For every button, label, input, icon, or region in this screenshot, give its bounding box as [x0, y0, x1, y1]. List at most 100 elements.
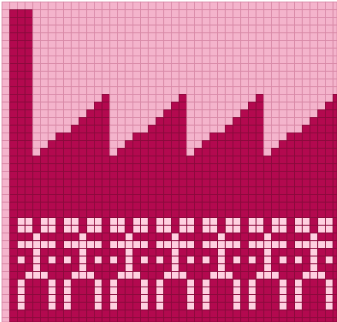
- dark-cell: [78, 147, 88, 157]
- dark-cell: [247, 124, 257, 134]
- figure-cell: [232, 301, 242, 311]
- dark-cell: [55, 294, 65, 303]
- dark-cell: [194, 286, 203, 295]
- light-cell: [70, 24, 80, 34]
- dark-cell: [117, 255, 126, 265]
- light-cell: [186, 101, 195, 111]
- light-cell: [86, 55, 95, 65]
- light-cell: [278, 63, 288, 72]
- light-cell: [94, 40, 103, 49]
- dark-cell: [301, 132, 311, 141]
- dark-cell: [24, 140, 34, 149]
- dark-cell: [301, 278, 311, 288]
- dark-cell: [232, 247, 242, 257]
- light-cell: [263, 55, 272, 65]
- light-cell: [1, 9, 11, 18]
- dark-cell: [163, 186, 172, 195]
- dark-cell: [170, 224, 180, 234]
- dark-cell: [155, 263, 165, 272]
- light-cell: [186, 70, 195, 80]
- dark-cell: [117, 301, 126, 311]
- dark-cell: [240, 271, 249, 280]
- light-cell: [117, 94, 126, 103]
- light-cell: [255, 32, 265, 41]
- dark-cell: [147, 224, 157, 234]
- figure-cell: [201, 217, 211, 226]
- dark-cell: [86, 301, 95, 311]
- dark-cell: [78, 140, 88, 149]
- dark-cell: [294, 309, 303, 319]
- dark-cell: [9, 86, 18, 95]
- light-cell: [217, 16, 226, 26]
- dark-cell: [117, 201, 126, 211]
- dark-cell: [240, 301, 249, 311]
- light-cell: [255, 78, 265, 88]
- dark-cell: [86, 294, 95, 303]
- dark-cell: [294, 263, 303, 272]
- dark-cell: [224, 201, 234, 211]
- dark-cell: [16, 201, 26, 211]
- dark-cell: [178, 209, 188, 218]
- dark-cell: [117, 194, 126, 203]
- light-cell: [278, 24, 288, 34]
- light-cell: [224, 1, 234, 11]
- light-cell: [147, 9, 157, 18]
- dark-cell: [94, 232, 103, 242]
- dark-cell: [40, 155, 49, 165]
- light-cell: [55, 109, 65, 118]
- light-cell: [294, 124, 303, 134]
- dark-cell: [209, 140, 218, 149]
- light-cell: [117, 9, 126, 18]
- light-cell: [317, 32, 326, 41]
- figure-cell: [309, 263, 319, 272]
- dark-cell: [170, 217, 180, 226]
- light-cell: [101, 1, 111, 11]
- light-cell: [101, 9, 111, 18]
- dark-cell: [178, 255, 188, 265]
- light-cell: [1, 140, 11, 149]
- dark-cell: [178, 317, 188, 322]
- dark-cell: [124, 163, 134, 172]
- figure-cell: [47, 294, 57, 303]
- figure-cell: [47, 255, 57, 265]
- dark-cell: [132, 294, 141, 303]
- light-cell: [101, 78, 111, 88]
- light-cell: [124, 94, 134, 103]
- dark-cell: [40, 178, 49, 188]
- dark-cell: [16, 155, 26, 165]
- dark-cell: [163, 294, 172, 303]
- light-cell: [55, 86, 65, 95]
- light-cell: [124, 1, 134, 11]
- dark-cell: [186, 309, 195, 319]
- figure-cell: [294, 301, 303, 311]
- dark-cell: [117, 147, 126, 157]
- dark-cell: [324, 263, 334, 272]
- figure-cell: [271, 224, 280, 234]
- dark-cell: [132, 170, 141, 180]
- dark-cell: [163, 132, 172, 141]
- light-cell: [124, 124, 134, 134]
- light-cell: [324, 70, 334, 80]
- dark-cell: [317, 170, 326, 180]
- light-cell: [124, 24, 134, 34]
- light-cell: [1, 101, 11, 111]
- light-cell: [217, 86, 226, 95]
- dark-cell: [40, 263, 49, 272]
- figure-cell: [163, 217, 172, 226]
- light-cell: [70, 47, 80, 57]
- dark-cell: [78, 194, 88, 203]
- dark-cell: [332, 140, 337, 149]
- light-cell: [40, 55, 49, 65]
- light-cell: [278, 94, 288, 103]
- dark-cell: [186, 247, 195, 257]
- light-cell: [186, 117, 195, 126]
- dark-cell: [178, 201, 188, 211]
- light-cell: [178, 78, 188, 88]
- dark-cell: [271, 278, 280, 288]
- dark-cell: [32, 301, 41, 311]
- dark-cell: [94, 186, 103, 195]
- figure-cell: [63, 286, 72, 295]
- dark-cell: [24, 55, 34, 65]
- light-cell: [271, 124, 280, 134]
